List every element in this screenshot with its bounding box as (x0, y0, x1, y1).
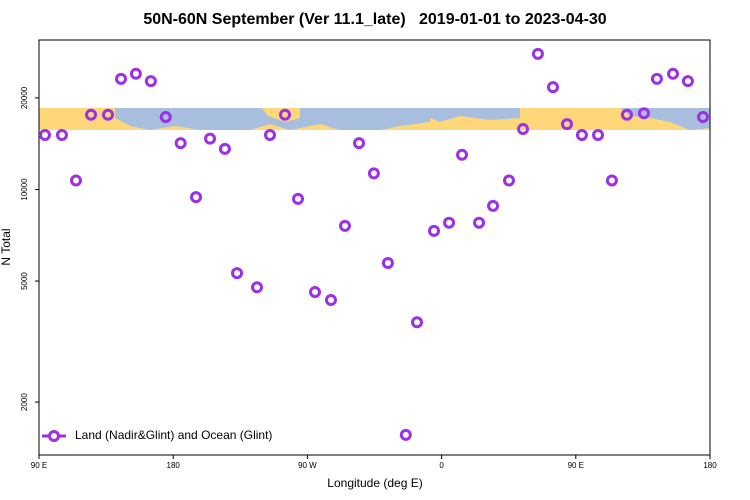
x-tick-label: 90 W (298, 461, 317, 470)
data-point (575, 129, 588, 142)
data-point (55, 129, 68, 142)
data-point (69, 174, 82, 187)
data-point (399, 428, 412, 441)
data-point (502, 174, 515, 187)
data-point (381, 257, 394, 270)
y-tick-label: 5000 (20, 272, 29, 290)
data-point (427, 224, 440, 237)
plot-frame (38, 39, 711, 456)
data-point (487, 199, 500, 212)
data-point (324, 294, 337, 307)
y-tick-label: 2000 (20, 393, 29, 411)
x-tick-label: 90 E (31, 461, 47, 470)
data-point (456, 148, 469, 161)
data-point (667, 67, 680, 80)
data-point (144, 75, 157, 88)
data-point (605, 174, 618, 187)
data-point (473, 216, 486, 229)
data-point (85, 108, 98, 121)
data-point (309, 286, 322, 299)
y-tick-label: 20000 (20, 86, 29, 109)
data-point (251, 281, 264, 294)
data-point (129, 67, 142, 80)
data-point (620, 108, 633, 121)
data-point (231, 267, 244, 280)
y-tick-label: 10000 (20, 178, 29, 201)
data-point (546, 81, 559, 94)
data-point (443, 216, 456, 229)
data-point (531, 47, 544, 60)
data-point (279, 108, 292, 121)
data-point (174, 137, 187, 150)
data-point (517, 123, 530, 136)
chart-title: 50N-60N September (Ver 11.1_late) 2019-0… (143, 11, 606, 28)
data-point (38, 129, 51, 142)
data-point (190, 191, 203, 204)
x-axis-label: Longitude (deg E) (327, 476, 422, 490)
data-point (681, 75, 694, 88)
data-point (102, 108, 115, 121)
data-point (115, 72, 128, 85)
data-point (338, 219, 351, 232)
data-point (159, 111, 172, 124)
data-point (263, 129, 276, 142)
data-point (292, 192, 305, 205)
legend-label: Land (Nadir&Glint) and Ocean (Glint) (75, 428, 272, 442)
data-point (650, 72, 663, 85)
x-tick-label: 90 E (568, 461, 584, 470)
data-point (592, 129, 605, 142)
y-axis-label: N Total (0, 228, 13, 265)
data-point (204, 132, 217, 145)
data-point (352, 137, 365, 150)
x-tick-label: 180 (703, 461, 717, 470)
legend-marker (48, 430, 60, 442)
data-point (637, 107, 650, 120)
data-point (218, 142, 231, 155)
x-tick-label: 180 (167, 461, 181, 470)
data-point (561, 118, 574, 131)
data-point (367, 167, 380, 180)
map-band (39, 108, 710, 130)
data-point (696, 111, 709, 124)
x-tick-label: 0 (439, 461, 444, 470)
data-point (410, 316, 423, 329)
